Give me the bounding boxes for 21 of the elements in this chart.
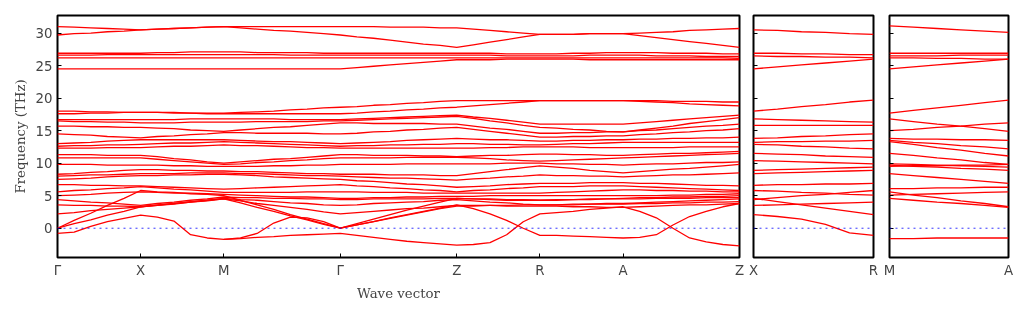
x-tick-label: R (535, 262, 545, 278)
y-tick-label: 20 (35, 91, 53, 107)
x-tick-label: X (136, 262, 146, 278)
y-axis-title: Frequency (THz) (12, 79, 28, 194)
x-tick-label: M (218, 262, 230, 278)
x-tick-label: Z (734, 262, 745, 278)
x-tick-label: R (868, 262, 879, 278)
y-tick-label: 5 (44, 188, 53, 204)
x-tick-label: X (748, 262, 759, 278)
y-tick-label: 25 (35, 58, 53, 74)
y-tick-label: 0 (44, 221, 53, 237)
y-tick-label: 10 (35, 156, 53, 172)
y-tick-label: 30 (35, 26, 53, 42)
x-axis-title: Wave vector (357, 285, 441, 301)
x-tick-label: Γ (53, 262, 62, 278)
y-tick-label: 15 (35, 123, 53, 139)
x-tick-label: M (883, 262, 896, 278)
x-tick-label: Γ (336, 262, 345, 278)
x-tick-label: A (1003, 262, 1014, 278)
x-tick-label: Z (452, 262, 462, 278)
x-tick-label: A (618, 262, 628, 278)
